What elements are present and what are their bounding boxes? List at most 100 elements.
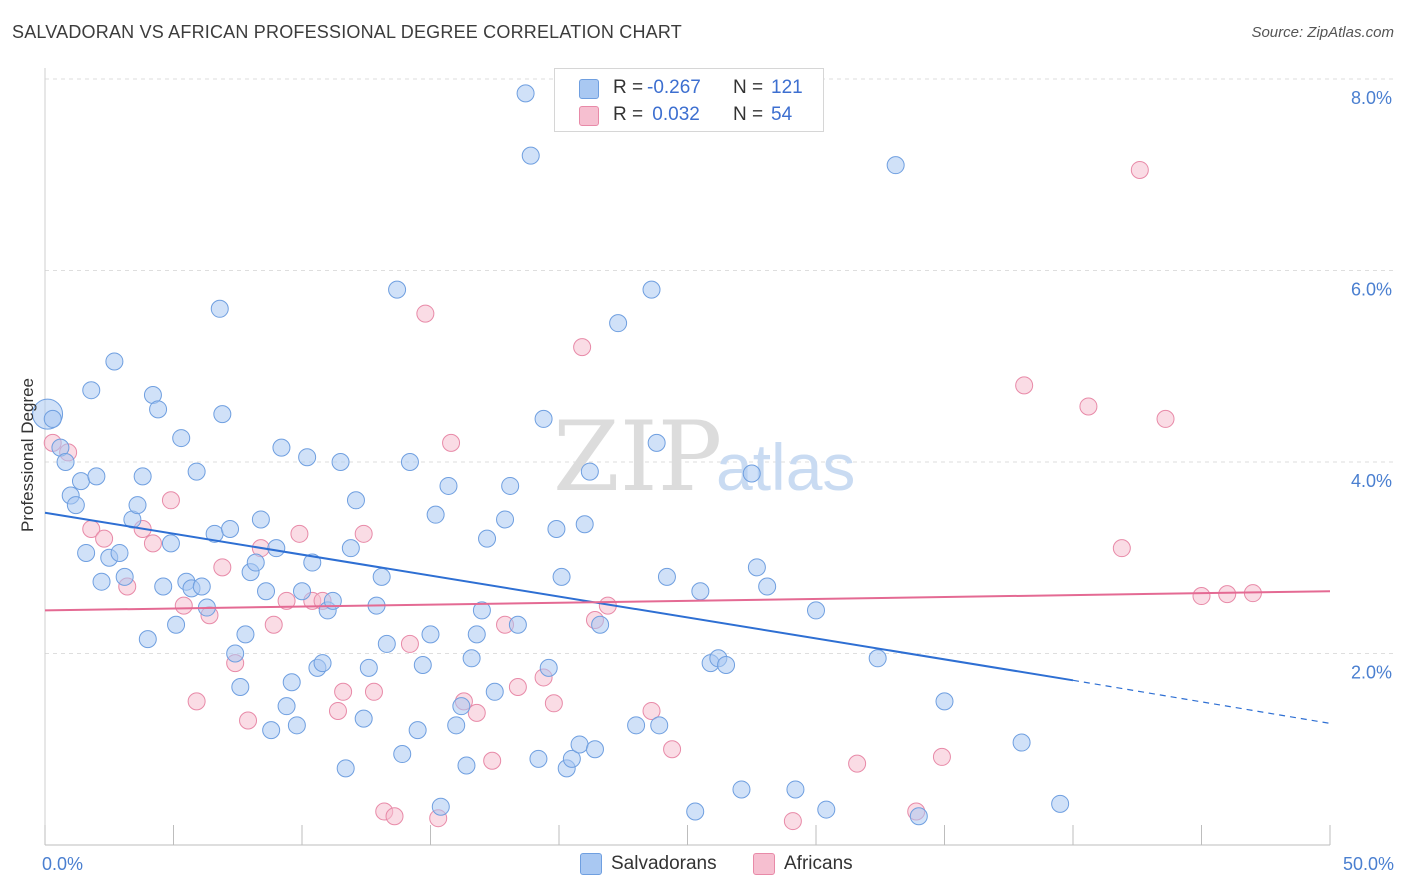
salvadorans-point bbox=[534, 409, 553, 428]
salvadorans-point bbox=[562, 749, 581, 768]
salvadorans-point bbox=[246, 553, 265, 572]
salvadorans-point bbox=[570, 735, 589, 754]
salvadorans-point bbox=[580, 462, 599, 481]
x-tick-label-min: 0.0% bbox=[42, 854, 83, 874]
salvadorans-point bbox=[341, 539, 360, 558]
salvadorans-point bbox=[231, 678, 250, 697]
salvadorans-point bbox=[786, 780, 805, 799]
salvadorans-point bbox=[400, 453, 419, 471]
africans-point bbox=[161, 491, 180, 510]
salvadorans-point bbox=[909, 807, 928, 826]
salvadorans-points bbox=[32, 84, 1070, 826]
y-tick-label: 8.0% bbox=[1351, 88, 1392, 108]
africans-point bbox=[467, 703, 486, 722]
africans-point bbox=[213, 558, 232, 577]
salvadorans-point bbox=[457, 756, 476, 775]
legend-n-label: N = bbox=[733, 104, 764, 125]
salvadorans-point bbox=[267, 539, 286, 558]
africans-point bbox=[143, 534, 162, 553]
legend-r-label: R = bbox=[613, 77, 644, 98]
salvadorans-swatch bbox=[580, 853, 602, 875]
salvadorans-point bbox=[192, 577, 211, 596]
salvadorans-point bbox=[421, 625, 440, 644]
legend-n-value: 121 bbox=[771, 77, 803, 98]
africans-point bbox=[508, 678, 527, 697]
salvadorans-point bbox=[388, 280, 407, 299]
salvadorans-point bbox=[758, 577, 777, 596]
salvadorans-point bbox=[886, 156, 905, 175]
africans-point bbox=[400, 634, 419, 653]
legend-r-label: R = bbox=[613, 104, 644, 125]
salvadorans-point bbox=[71, 472, 90, 491]
africans-point bbox=[483, 751, 502, 770]
salvadorans-point bbox=[686, 802, 705, 821]
africans-point bbox=[544, 694, 563, 713]
salvadorans-point bbox=[154, 577, 173, 596]
salvadorans-point bbox=[529, 749, 548, 768]
salvadorans-point bbox=[354, 709, 373, 728]
salvadorans-point bbox=[496, 510, 515, 529]
salvadorans-point bbox=[575, 515, 594, 534]
africans-point bbox=[174, 596, 193, 615]
legend-swatch-pink bbox=[579, 106, 599, 126]
salvadorans-point bbox=[82, 381, 101, 400]
salvadorans-point bbox=[213, 405, 232, 424]
africans-point bbox=[1192, 587, 1211, 606]
salvadorans-point bbox=[447, 716, 466, 735]
salvadorans-point bbox=[66, 496, 85, 515]
salvadorans-point bbox=[647, 433, 666, 452]
salvadorans-point bbox=[650, 716, 669, 735]
salvadorans-point bbox=[485, 682, 504, 701]
salvadorans-point bbox=[251, 510, 270, 529]
africans-point bbox=[642, 701, 661, 720]
salvadorans-point bbox=[87, 467, 106, 486]
salvadorans-trendline bbox=[44, 511, 1074, 682]
africans-point bbox=[328, 701, 347, 720]
salvadorans-point bbox=[627, 716, 646, 735]
salvadorans-point bbox=[657, 567, 676, 586]
salvadorans-point bbox=[298, 448, 317, 467]
africans-point bbox=[1130, 160, 1149, 179]
salvadorans-point bbox=[717, 655, 736, 674]
salvadorans-point bbox=[43, 409, 62, 428]
africans-trendline bbox=[44, 590, 1331, 612]
salvadorans-point bbox=[935, 692, 954, 711]
salvadorans-point bbox=[426, 505, 445, 524]
salvadorans-point bbox=[393, 745, 412, 764]
africans-point bbox=[1079, 397, 1098, 416]
salvadorans-point bbox=[585, 740, 604, 759]
africans-point bbox=[932, 747, 951, 766]
salvadorans-point bbox=[552, 567, 571, 586]
salvadorans-point bbox=[508, 615, 527, 634]
salvadorans-label: Salvadorans bbox=[611, 853, 717, 874]
salvadorans-point bbox=[105, 352, 124, 371]
salvadorans-point bbox=[221, 520, 240, 539]
salvadorans-point bbox=[287, 716, 306, 735]
salvadorans-point bbox=[115, 567, 134, 586]
salvadorans-point bbox=[172, 429, 191, 448]
salvadorans-point bbox=[133, 467, 152, 486]
y-tick-label: 4.0% bbox=[1351, 471, 1392, 491]
africans-point bbox=[783, 812, 802, 831]
salvadorans-point bbox=[272, 438, 291, 457]
salvadorans-point bbox=[547, 520, 566, 539]
salvadorans-point bbox=[277, 697, 296, 716]
salvadorans-point bbox=[1051, 794, 1070, 813]
salvadorans-point bbox=[226, 644, 245, 663]
trendlines bbox=[44, 511, 1331, 724]
salvadorans-point bbox=[293, 582, 311, 601]
salvadorans-point bbox=[138, 630, 157, 649]
legend-n-value: 54 bbox=[771, 104, 793, 125]
salvadorans-point bbox=[128, 496, 147, 515]
africans-point bbox=[1015, 376, 1034, 395]
africans-swatch bbox=[753, 853, 775, 875]
watermark-zip: ZIP bbox=[553, 401, 722, 513]
salvadorans-point bbox=[817, 800, 836, 819]
salvadorans-point bbox=[77, 543, 96, 562]
africans-point bbox=[663, 740, 682, 759]
salvadorans-point bbox=[732, 780, 751, 799]
salvadorans-point bbox=[452, 697, 471, 716]
salvadorans-point bbox=[257, 582, 276, 601]
legend-r-value: 0.032 bbox=[647, 104, 700, 125]
